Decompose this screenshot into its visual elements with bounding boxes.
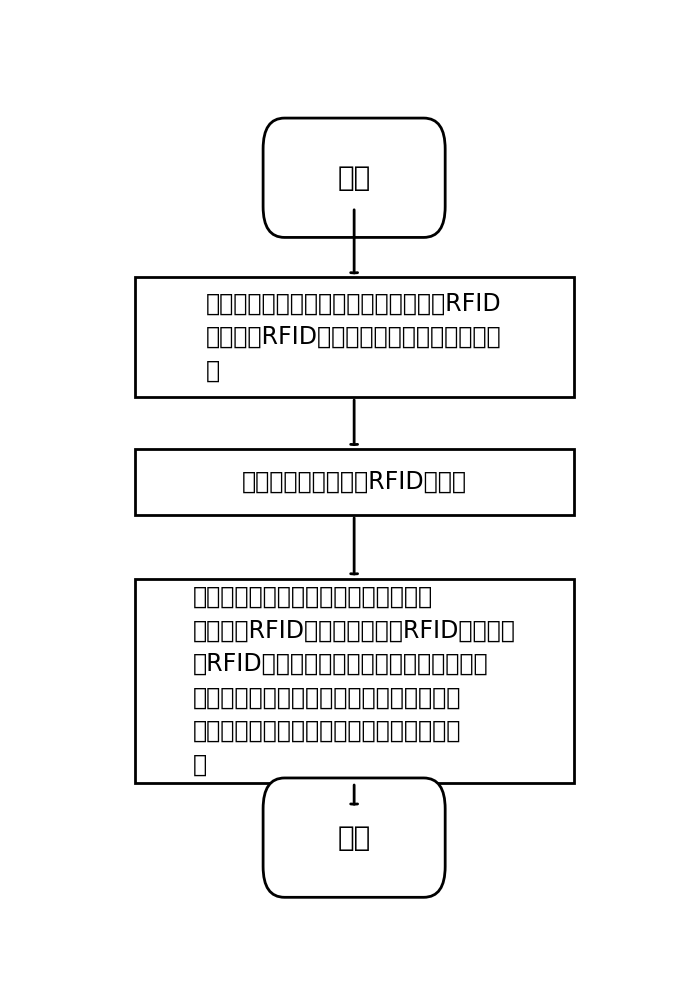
- Text: 在自动小车的运行路径的分叉点处设置RFID
标签，该RFID标签内具有该分叉点的导引信
息: 在自动小车的运行路径的分叉点处设置RFID 标签，该RFID标签内具有该分叉点的…: [207, 292, 502, 383]
- FancyBboxPatch shape: [263, 778, 445, 897]
- Text: 开始: 开始: [337, 164, 371, 192]
- Bar: [135, 449, 574, 515]
- Text: 结束: 结束: [337, 824, 371, 852]
- Bar: [135, 277, 574, 397]
- Text: 在自动小车运行至运行路径的分叉点处
时，所述RFID读卡器主动读取RFID标签，并
将RFID标签内的导引信息传递给主控单元，
所述主控单元根据所述导引信息控制: 在自动小车运行至运行路径的分叉点处 时，所述RFID读卡器主动读取RFID标签，…: [193, 585, 515, 776]
- FancyBboxPatch shape: [263, 118, 445, 237]
- Bar: [135, 579, 574, 783]
- Text: 在自动小车上安设有RFID读卡器: 在自动小车上安设有RFID读卡器: [242, 470, 466, 494]
